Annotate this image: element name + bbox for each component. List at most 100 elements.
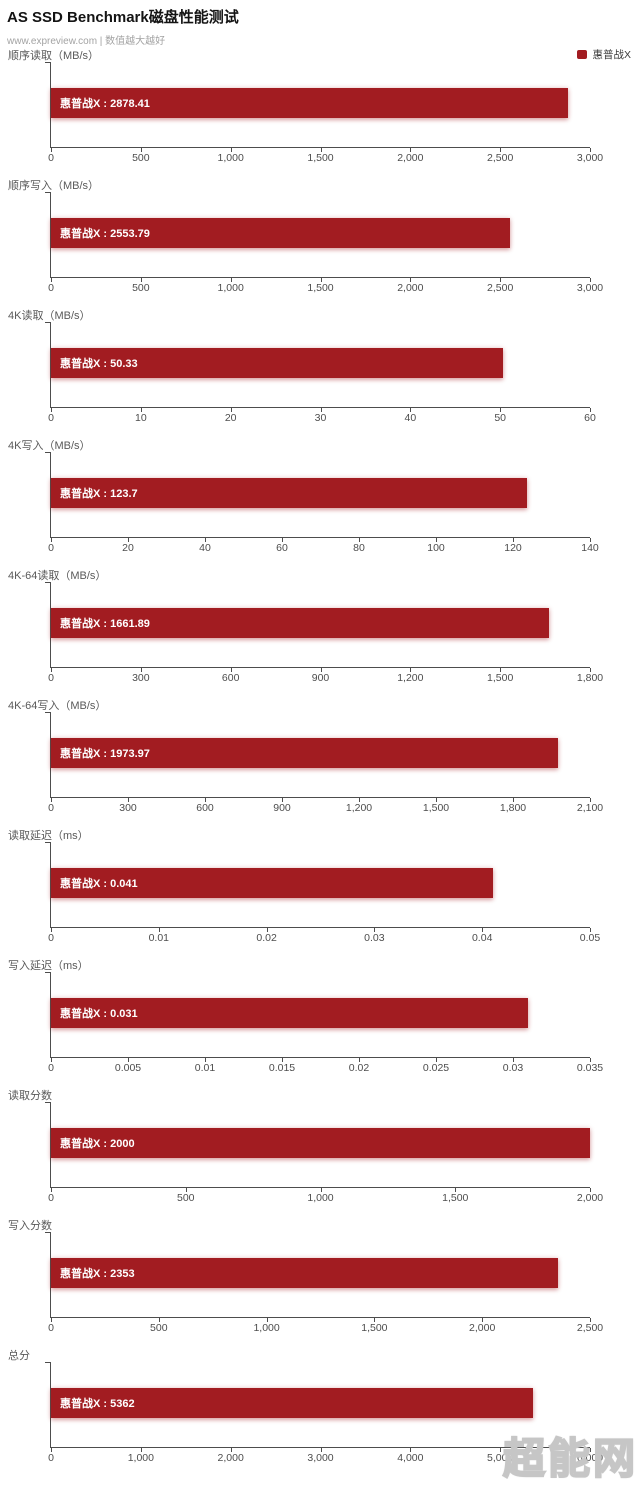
axis-tick bbox=[282, 538, 283, 542]
axis-tick bbox=[230, 148, 232, 152]
axis-tick bbox=[128, 1058, 129, 1062]
axis-tick bbox=[140, 278, 142, 282]
axis-tick-label: 1,000 bbox=[217, 152, 244, 164]
axis-tick-label: 0 bbox=[48, 1192, 54, 1204]
axis-tick-label: 0.02 bbox=[348, 1062, 370, 1074]
axis-tick bbox=[359, 538, 360, 542]
bar-label: 惠普战X : 2878.41 bbox=[60, 98, 150, 110]
axis-tick-label: 1,500 bbox=[487, 672, 514, 684]
axis-tick bbox=[51, 668, 52, 672]
axis-tick bbox=[51, 928, 52, 932]
axis-tick bbox=[513, 1058, 514, 1062]
axis-tick bbox=[500, 408, 502, 412]
chart-title: 写入延迟（ms） bbox=[8, 960, 89, 972]
axis-tick bbox=[320, 278, 322, 282]
page-title: AS SSD Benchmark磁盘性能测试 bbox=[7, 9, 239, 26]
axis-tick-label: 100 bbox=[427, 542, 445, 554]
axis-tick-label: 3,000 bbox=[576, 152, 604, 164]
chart-title: 总分 bbox=[8, 1350, 30, 1362]
bar-label: 惠普战X : 2000 bbox=[60, 1138, 135, 1150]
chart-title: 写入分数 bbox=[8, 1220, 52, 1232]
plot-area: 惠普战X : 2878.41 0 500 1,000 1,500 2,000 2,500 3… bbox=[45, 62, 603, 164]
axis-tick bbox=[359, 798, 360, 802]
charts: 顺序读取（MB/s） 惠普战X : 2878.41 0 500 1,000 1,500… bbox=[0, 44, 640, 1474]
axis-tick bbox=[436, 1058, 437, 1062]
chart-title: 4K读取（MB/s） bbox=[8, 310, 91, 322]
plot-area: 惠普战X : 2000 0 500 1,000 1,500 2,000 bbox=[45, 1102, 603, 1204]
plot-area: 惠普战X : 1973.97 0 300 600 900 1,200 1,500 1,800… bbox=[45, 712, 603, 814]
bar: 惠普战X : 0.041 bbox=[51, 868, 493, 898]
axis-tick-label: 2,100 bbox=[576, 802, 604, 814]
axis-tick bbox=[320, 148, 322, 152]
axis-tick-label: 1,500 bbox=[442, 1192, 469, 1204]
bar-label: 惠普战X : 1973.97 bbox=[60, 748, 150, 760]
axis-tick bbox=[158, 1318, 160, 1322]
bar-chart: 4K-64写入（MB/s） 惠普战X : 1973.97 0 300 600 900 1… bbox=[0, 694, 640, 824]
axis-tick bbox=[51, 1448, 52, 1452]
axis-tick-label: 2,500 bbox=[487, 152, 514, 164]
axis-tick bbox=[230, 1448, 232, 1452]
axis-tick-label: 140 bbox=[581, 542, 599, 554]
axis-tick bbox=[158, 928, 160, 932]
bar: 惠普战X : 2000 bbox=[51, 1128, 590, 1158]
axis-tick bbox=[436, 538, 437, 542]
axis-tick-label: 20 bbox=[122, 542, 134, 554]
bar: 惠普战X : 50.33 bbox=[51, 348, 504, 378]
bar-label: 惠普战X : 123.7 bbox=[60, 488, 138, 500]
axis-tick bbox=[590, 1188, 591, 1192]
axis-tick bbox=[590, 928, 591, 932]
axis-tick-label: 0.03 bbox=[364, 932, 385, 944]
axis-tick-label: 4,000 bbox=[397, 1452, 424, 1464]
axis-tick-label: 20 bbox=[224, 412, 237, 424]
axis-tick bbox=[205, 1058, 206, 1062]
bar-chart: 读取分数 惠普战X : 2000 0 500 1,000 1,500 2,000 bbox=[0, 1084, 640, 1214]
axis-tick-label: 1,200 bbox=[397, 672, 424, 684]
axis-tick bbox=[374, 1318, 376, 1322]
axis-tick-label: 0.02 bbox=[256, 932, 277, 944]
axis-tick bbox=[51, 538, 52, 542]
axis-tick bbox=[282, 1058, 283, 1062]
axis-tick bbox=[140, 148, 142, 152]
axis-tick bbox=[51, 798, 52, 802]
axis-tick bbox=[282, 798, 283, 802]
bar-chart: 读取延迟（ms） 惠普战X : 0.041 0 0.01 0.02 0.03 0.04 0… bbox=[0, 824, 640, 954]
axis-tick bbox=[51, 408, 52, 412]
plot-area: 惠普战X : 2353 0 500 1,000 1,500 2,000 2,500 bbox=[45, 1232, 603, 1334]
axis-tick-label: 1,200 bbox=[345, 802, 373, 814]
axis-tick-label: 900 bbox=[273, 802, 291, 814]
plot-area: 惠普战X : 0.031 0 0.005 0.01 0.015 0.02 0.025 0.0… bbox=[45, 972, 603, 1074]
axis-tick bbox=[590, 408, 591, 412]
axis-tick bbox=[51, 278, 52, 282]
axis-tick-label: 600 bbox=[221, 672, 240, 684]
axis-tick-label: 1,500 bbox=[422, 802, 450, 814]
axis-tick bbox=[185, 1188, 187, 1192]
axis-tick bbox=[590, 798, 591, 802]
axis-tick-label: 3,000 bbox=[576, 282, 604, 294]
axis-tick-label: 0 bbox=[48, 1062, 54, 1074]
axis-tick bbox=[410, 668, 412, 672]
axis-tick-label: 0.04 bbox=[471, 932, 493, 944]
plot-area: 惠普战X : 1661.89 0 300 600 900 1,200 1,500 1,800 bbox=[45, 582, 603, 684]
axis-tick-label: 500 bbox=[176, 1192, 195, 1204]
chart-title: 读取分数 bbox=[8, 1090, 52, 1102]
axis-tick bbox=[128, 798, 129, 802]
axis-tick-label: 0 bbox=[48, 932, 54, 944]
axis-tick-label: 50 bbox=[494, 412, 506, 424]
bar: 惠普战X : 123.7 bbox=[51, 478, 528, 508]
axis-tick-label: 0.01 bbox=[194, 1062, 216, 1074]
axis-tick bbox=[266, 928, 268, 932]
axis-tick bbox=[140, 668, 142, 672]
axis-tick bbox=[590, 538, 591, 542]
bar-chart: 顺序写入（MB/s） 惠普战X : 2553.79 0 500 1,000 1,500… bbox=[0, 174, 640, 304]
axis-tick-label: 40 bbox=[199, 542, 211, 554]
axis-tick bbox=[320, 408, 322, 412]
axis-tick-label: 6,000 bbox=[576, 1452, 604, 1464]
axis-tick bbox=[51, 1058, 52, 1062]
axis-tick bbox=[590, 1448, 591, 1452]
plot-area: 惠普战X : 123.7 0 20 40 60 80 100 120 140 bbox=[45, 452, 599, 554]
axis-tick-label: 0.015 bbox=[268, 1062, 296, 1074]
axis-tick-label: 0.03 bbox=[502, 1062, 524, 1074]
axis-tick-label: 1,000 bbox=[217, 282, 244, 294]
chart-title: 4K-64读取（MB/s） bbox=[8, 570, 107, 582]
legend-swatch-icon bbox=[577, 50, 588, 59]
